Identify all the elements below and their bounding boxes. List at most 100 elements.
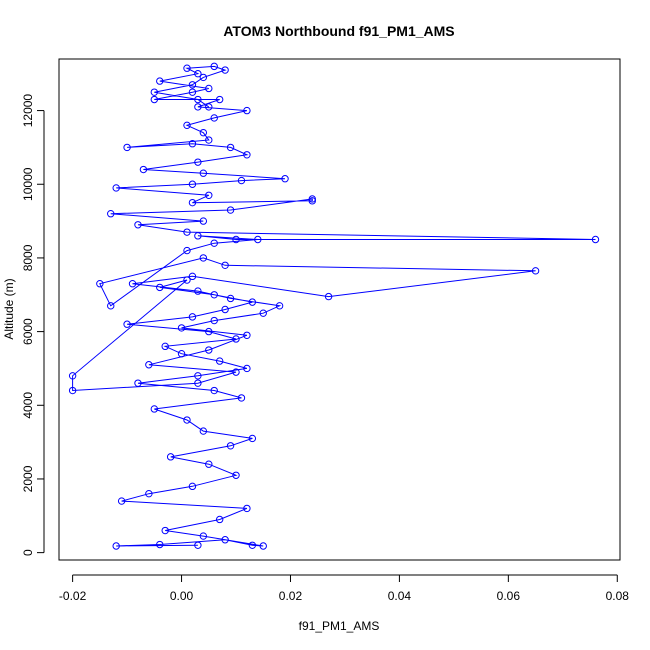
data-point — [96, 280, 104, 288]
y-tick-label: 10000 — [21, 167, 35, 201]
y-axis-label: Altitude (m) — [2, 278, 16, 339]
data-point — [205, 84, 213, 93]
data-point — [183, 276, 191, 284]
data-point — [156, 283, 164, 292]
data-point — [205, 346, 213, 354]
series-line — [72, 65, 596, 547]
data-point — [531, 267, 540, 275]
data-point — [199, 532, 208, 540]
y-tick-label: 12000 — [21, 94, 35, 128]
data-point — [248, 298, 257, 306]
data-point — [183, 121, 191, 130]
data-point — [194, 287, 202, 295]
data-point — [308, 197, 316, 205]
data-point — [188, 140, 197, 148]
data-point — [123, 320, 131, 328]
data-point — [205, 103, 213, 111]
data-point — [215, 95, 224, 104]
data-point — [188, 81, 197, 89]
x-tick-label: 0.02 — [279, 589, 303, 603]
data-point — [194, 70, 202, 78]
data-point — [259, 542, 267, 550]
data-point — [188, 313, 197, 321]
data-point — [248, 541, 257, 549]
data-point — [161, 342, 169, 351]
data-point — [210, 62, 218, 71]
data-point — [134, 379, 142, 387]
x-axis-label: f91_PM1_AMS — [299, 619, 380, 633]
y-tick-label: 6000 — [21, 318, 35, 345]
data-point — [107, 302, 115, 310]
data-point — [150, 405, 159, 413]
data-point — [210, 291, 218, 299]
data-point — [210, 114, 218, 122]
y-tick-label: 4000 — [21, 392, 35, 419]
data-point — [183, 228, 191, 236]
data-point — [232, 335, 240, 343]
data-point — [183, 246, 191, 255]
data-point — [243, 364, 251, 373]
data-point — [237, 394, 246, 402]
data-point — [112, 184, 120, 192]
data-point — [205, 136, 213, 144]
data-point — [112, 542, 120, 550]
x-tick-label: 0.04 — [388, 589, 412, 603]
data-point — [107, 210, 115, 218]
data-point — [205, 327, 213, 336]
data-point — [237, 176, 246, 185]
data-point — [210, 316, 218, 325]
data-point — [205, 191, 213, 200]
x-tick-label: -0.02 — [59, 589, 87, 603]
data-point — [188, 88, 197, 96]
data-point — [324, 292, 333, 301]
data-point — [177, 324, 186, 332]
data-point — [123, 143, 131, 152]
data-point — [161, 526, 169, 535]
data-point — [194, 372, 202, 380]
data-point — [194, 103, 202, 111]
data-point — [232, 471, 240, 479]
data-point — [128, 280, 137, 288]
data-point — [139, 165, 148, 174]
data-point — [281, 175, 289, 183]
data-point — [226, 294, 235, 303]
data-point — [591, 235, 600, 244]
data-point — [259, 309, 267, 317]
data-point — [221, 536, 229, 544]
data-point — [243, 504, 251, 513]
data-point — [156, 77, 164, 85]
data-point — [199, 427, 208, 435]
data-point — [194, 379, 202, 387]
data-point — [117, 497, 126, 505]
data-point — [199, 128, 208, 137]
data-point — [68, 386, 77, 395]
data-point — [177, 350, 186, 358]
data-point — [215, 357, 224, 365]
data-point — [232, 368, 240, 376]
x-axis: -0.02 0.00 0.02 0.04 0.06 0.08 — [59, 574, 629, 603]
data-point — [248, 434, 257, 443]
chart-title: ATOM3 Northbound f91_PM1_AMS — [223, 23, 454, 39]
data-point — [221, 305, 229, 314]
data-point — [194, 95, 202, 104]
data-point — [199, 73, 208, 82]
y-tick-label: 8000 — [21, 244, 35, 271]
data-point — [156, 540, 164, 549]
data-point — [243, 151, 251, 159]
data-point — [183, 64, 191, 72]
plot-frame — [58, 58, 621, 561]
data-point — [188, 180, 197, 188]
plot-area — [68, 62, 600, 550]
data-point — [275, 302, 284, 310]
data-point — [68, 372, 77, 380]
data-point — [145, 489, 153, 498]
data-point — [232, 235, 240, 244]
data-point — [166, 453, 175, 461]
data-point — [215, 515, 224, 524]
data-point — [188, 272, 197, 281]
data-point — [145, 361, 153, 369]
y-axis: 0 2000 4000 6000 8000 10000 12000 — [21, 94, 45, 556]
data-point — [226, 143, 235, 152]
data-point — [210, 386, 218, 395]
